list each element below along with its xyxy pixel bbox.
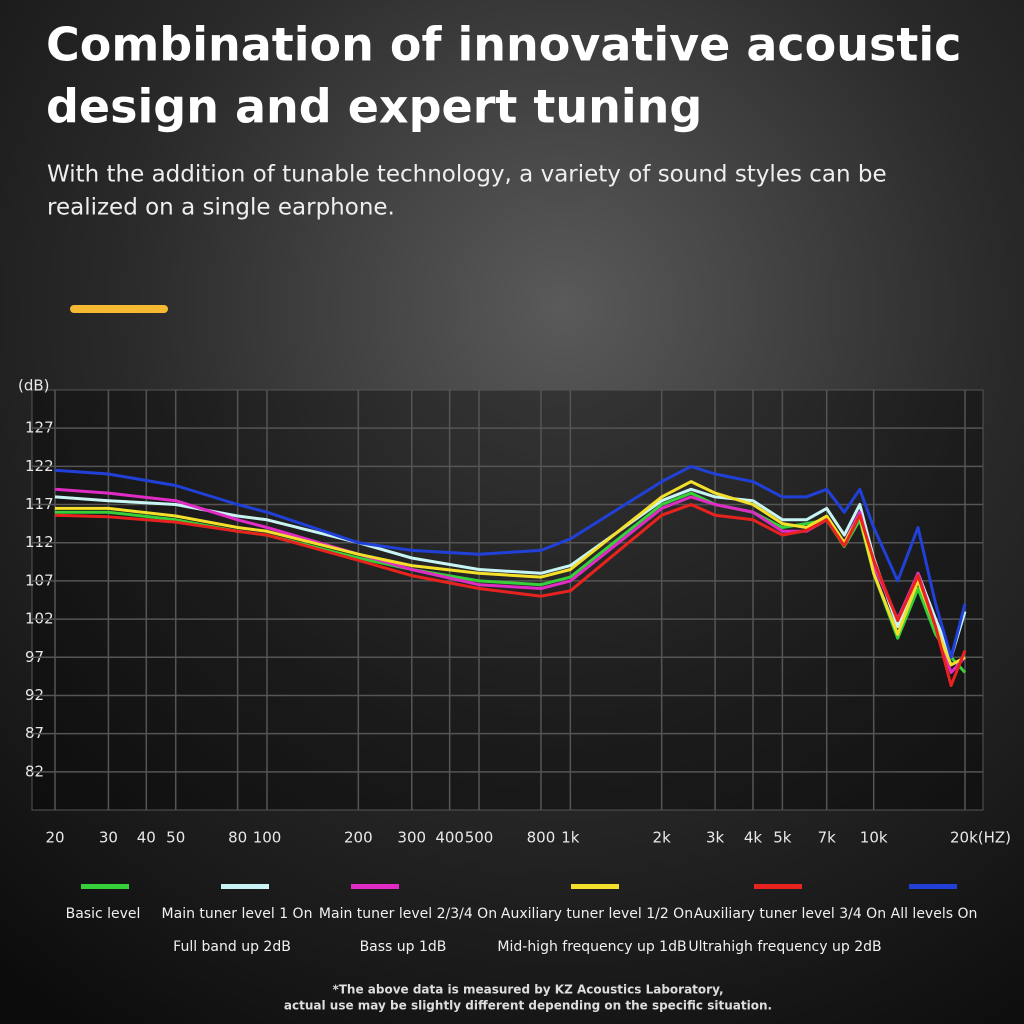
- subtitle: realized on a single earphone.: [47, 195, 395, 221]
- x-tick-label: 800: [527, 829, 556, 847]
- x-tick-label: 4k: [744, 829, 763, 847]
- legend-swatch: [351, 884, 399, 889]
- legend-label: Main tuner level 2/3/4 On: [319, 906, 497, 922]
- footnote: *The above data is measured by KZ Acoust…: [332, 983, 723, 997]
- x-tick-label: 100: [253, 829, 282, 847]
- x-tick-label: 400: [435, 829, 464, 847]
- x-tick-label: 300: [397, 829, 426, 847]
- x-tick-label: 30: [99, 829, 118, 847]
- legend-swatch: [81, 884, 129, 889]
- x-tick-label: 20: [45, 829, 64, 847]
- x-tick-label: 1k: [561, 829, 580, 847]
- x-tick-label: 2k: [653, 829, 672, 847]
- legend-label: All levels On: [891, 906, 978, 922]
- x-tick-label: 10k: [860, 829, 888, 847]
- x-tick-label: 500: [465, 829, 494, 847]
- series-line: [55, 480, 966, 667]
- x-tick-label: 200: [344, 829, 373, 847]
- title: Combination of innovative acoustic: [46, 18, 961, 72]
- x-tick-label: 5k: [773, 829, 792, 847]
- x-tick-label: 80: [228, 829, 247, 847]
- x-tick-label: 20k(HZ): [950, 829, 1011, 847]
- legend-label: Auxiliary tuner level 1/2 On: [501, 906, 693, 922]
- legend-swatch: [221, 884, 269, 889]
- x-tick-label: 3k: [706, 829, 725, 847]
- legend-label: Main tuner level 1 On: [162, 906, 313, 922]
- series-line: [54, 464, 967, 659]
- legend-label: Basic level: [66, 906, 141, 922]
- accent-bar: [70, 305, 168, 313]
- footnote: actual use may be slightly different dep…: [284, 999, 772, 1013]
- x-tick-label: 50: [166, 829, 185, 847]
- legend-swatch: [571, 884, 619, 889]
- legend-note: Mid-high frequency up 1dB: [497, 939, 686, 955]
- title: design and expert tuning: [46, 80, 702, 134]
- legend-swatch: [754, 884, 802, 889]
- legend-label: Auxiliary tuner level 3/4 On: [694, 906, 886, 922]
- legend-swatch: [909, 884, 957, 889]
- series-line: [54, 487, 967, 659]
- series-line: [54, 503, 967, 687]
- y-axis-label: (dB): [18, 377, 50, 395]
- legend-note: Full band up 2dB: [173, 939, 291, 955]
- legend-note: Ultrahigh frequency up 2dB: [688, 939, 881, 955]
- plot-area: [31, 389, 984, 811]
- legend-note: Bass up 1dB: [360, 939, 447, 955]
- x-tick-label: 7k: [818, 829, 837, 847]
- subtitle: With the addition of tunable technology,…: [47, 162, 887, 188]
- x-tick-label: 40: [137, 829, 156, 847]
